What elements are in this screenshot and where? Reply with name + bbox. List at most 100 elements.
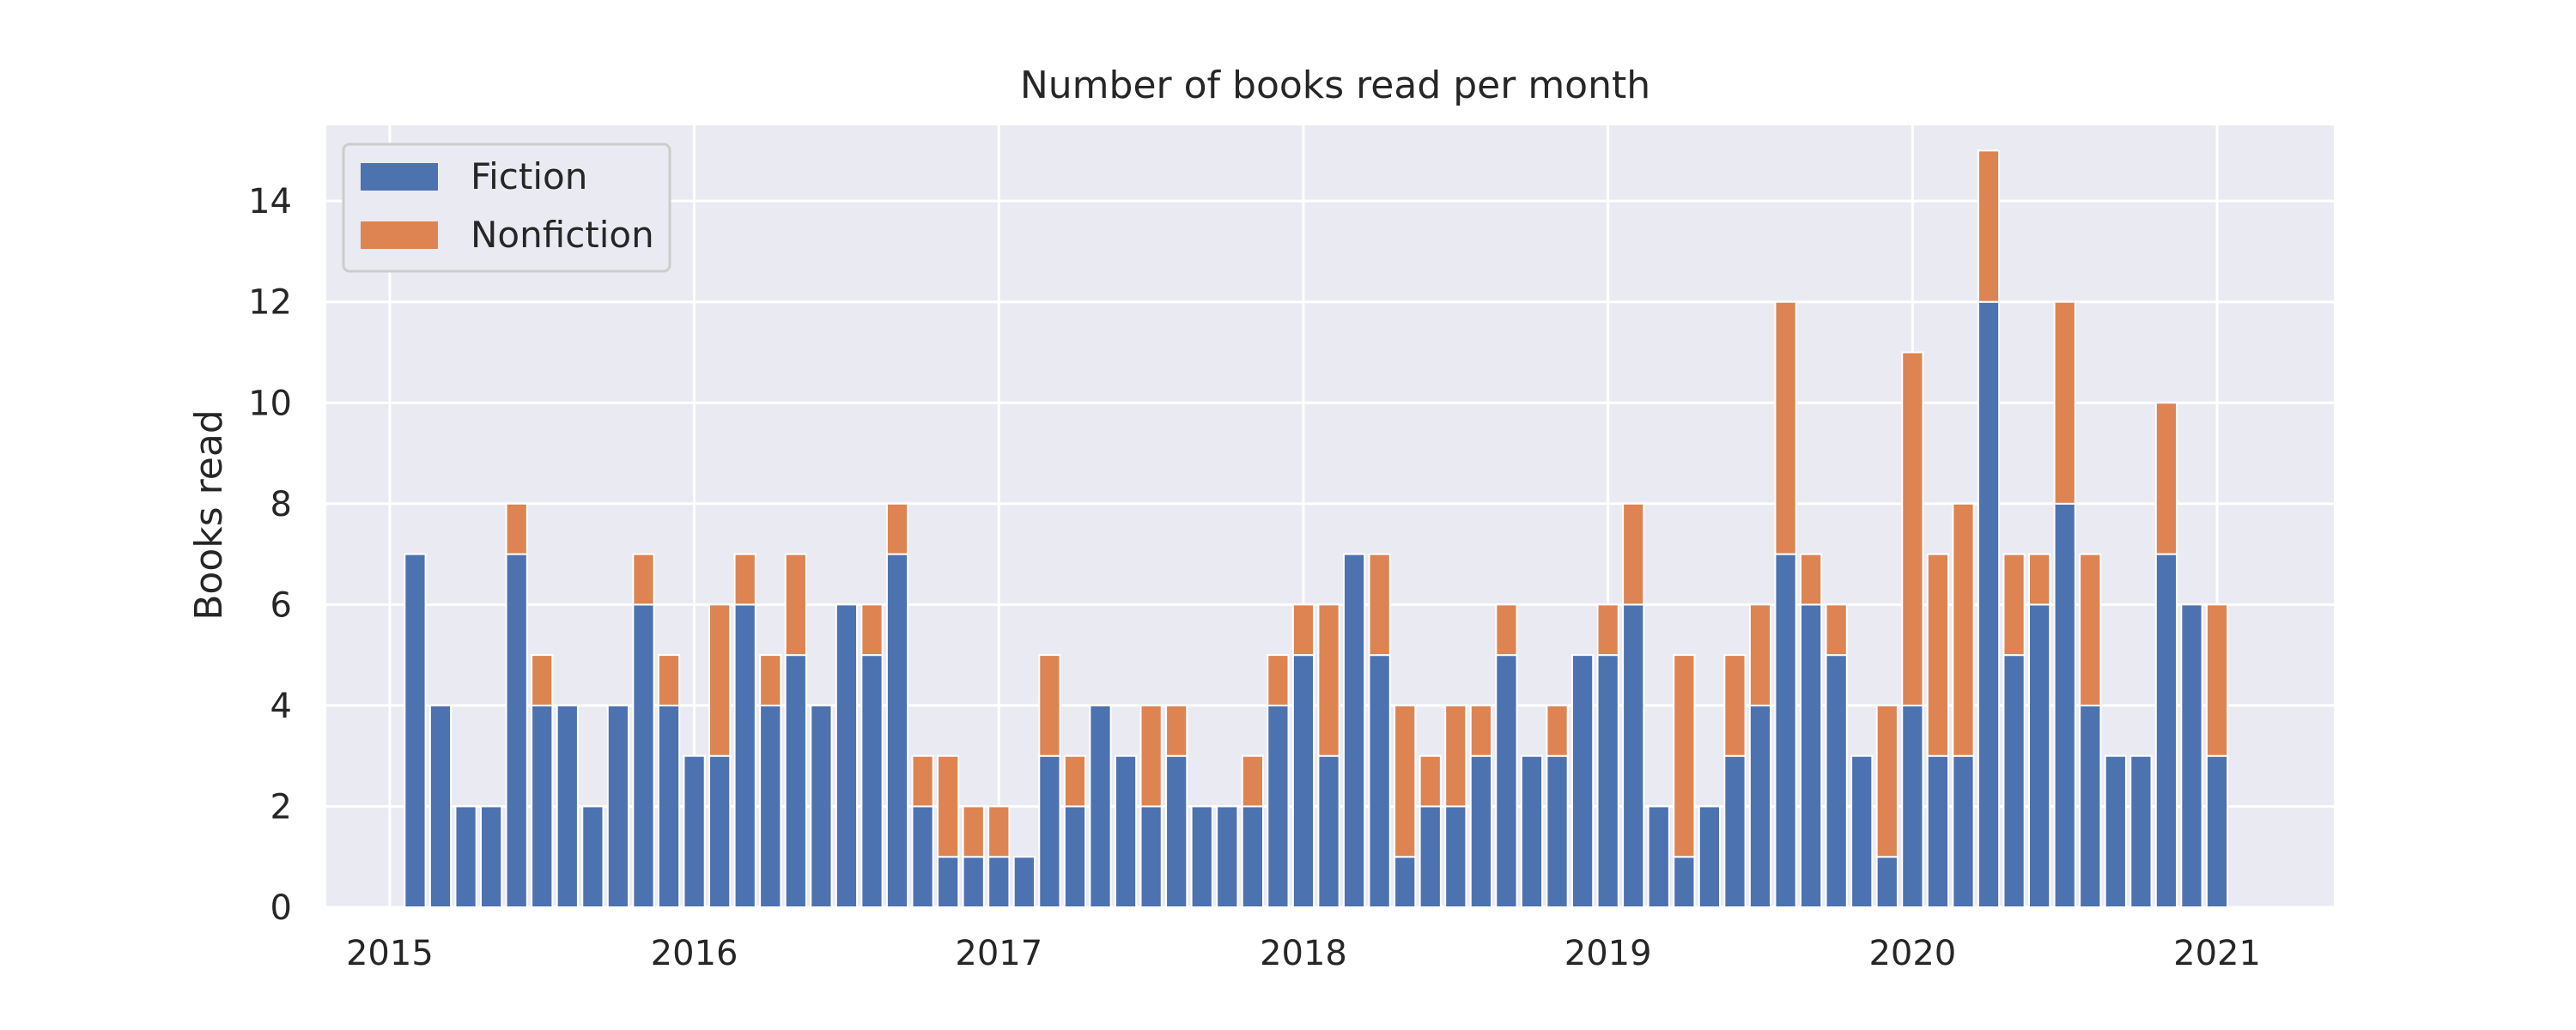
y-tick-label: 6 (270, 585, 292, 625)
bar-fiction (1241, 805, 1264, 908)
bar-nonfiction (1546, 704, 1569, 757)
legend: Fiction Nonfiction (342, 142, 671, 273)
x-tick-label: 2015 (346, 934, 434, 973)
bar-fiction (759, 704, 782, 908)
bar-nonfiction (1622, 502, 1645, 606)
bar-fiction (1748, 704, 1772, 908)
bar-fiction (581, 805, 605, 908)
bar-nonfiction (759, 654, 782, 706)
bar-fiction (1190, 805, 1213, 908)
bar-fiction (1317, 754, 1340, 909)
bar-fiction (1799, 603, 1823, 909)
bar-fiction (987, 856, 1011, 909)
bar-fiction (1723, 754, 1747, 909)
bar-nonfiction (2028, 553, 2051, 606)
bar-nonfiction (1063, 754, 1087, 808)
bar-nonfiction (1469, 704, 1492, 757)
bar-fiction (480, 805, 503, 908)
x-tick-label: 2020 (1868, 934, 1956, 973)
bar-fiction (1114, 754, 1138, 909)
bar-fiction (1216, 805, 1239, 908)
bar-nonfiction (1139, 704, 1163, 808)
bar-fiction (2180, 603, 2203, 909)
bar-nonfiction (2205, 603, 2229, 757)
bar-fiction (1952, 754, 1975, 909)
bar-nonfiction (1267, 654, 1290, 706)
legend-label-nonfiction: Nonfiction (471, 214, 654, 256)
y-tick-label: 0 (270, 888, 292, 928)
bar-fiction (531, 704, 554, 908)
bar-nonfiction (1875, 704, 1899, 858)
bar-fiction (2104, 754, 2127, 909)
bar-fiction (1520, 754, 1544, 909)
bar-nonfiction (1317, 603, 1340, 757)
bar-fiction (911, 805, 934, 908)
bar-fiction (962, 856, 985, 909)
bar-nonfiction (885, 502, 909, 555)
x-tick-label: 2016 (651, 934, 738, 973)
x-tick-label: 2019 (1564, 934, 1652, 973)
bar-fiction (1901, 704, 1924, 908)
bar-fiction (657, 704, 681, 908)
bar-fiction (835, 603, 859, 909)
bar-nonfiction (1774, 300, 1797, 555)
bar-nonfiction (1799, 553, 1823, 606)
bar-fiction (404, 553, 427, 908)
bar-nonfiction (2053, 300, 2076, 505)
bar-fiction (2053, 502, 2076, 908)
bar-fiction (2028, 603, 2051, 909)
bar-fiction (885, 553, 909, 908)
bar-nonfiction (1444, 704, 1467, 808)
bar-nonfiction (1901, 351, 1924, 706)
bar-nonfiction (1038, 654, 1061, 757)
bar-nonfiction (1723, 654, 1747, 757)
y-tick-label: 4 (270, 687, 292, 726)
bar-fiction (556, 704, 579, 908)
bar-fiction (428, 704, 453, 908)
bar-nonfiction (1291, 603, 1315, 657)
bar-fiction (1012, 856, 1036, 909)
bar-fiction (860, 654, 884, 908)
bar-fiction (708, 754, 732, 909)
bar-fiction (1038, 754, 1061, 909)
bar-nonfiction (1977, 149, 2001, 303)
bar-fiction (1267, 704, 1290, 908)
x-tick-label: 2021 (2173, 934, 2261, 973)
bar-fiction (1926, 754, 1950, 909)
y-tick-label: 14 (248, 182, 292, 221)
bar-nonfiction (987, 805, 1011, 858)
y-tick-label: 8 (270, 485, 292, 524)
bar-fiction (1647, 805, 1670, 908)
bar-fiction (1139, 805, 1163, 908)
bar-nonfiction (1241, 754, 1264, 808)
bar-fiction (1419, 805, 1442, 908)
bar-fiction (937, 856, 960, 909)
bar-fiction (1495, 654, 1518, 908)
bar-fiction (1850, 754, 1874, 909)
bar-fiction (1622, 603, 1645, 909)
chart-title: Number of books read per month (1020, 64, 1650, 107)
bar-fiction (505, 553, 528, 908)
bar-nonfiction (1673, 654, 1696, 858)
bar-fiction (2205, 754, 2229, 909)
x-tick-label: 2017 (955, 934, 1042, 973)
y-tick-label: 10 (248, 384, 292, 423)
y-tick-labels: 0 2 4 6 8 10 12 14 (248, 182, 292, 928)
bar-fiction (1394, 856, 1417, 909)
bars (404, 149, 2229, 909)
bar-nonfiction (1165, 704, 1188, 757)
bar-fiction (810, 704, 833, 908)
bar-nonfiction (1748, 603, 1772, 706)
bar-fiction (1089, 704, 1112, 908)
bar-fiction (683, 754, 706, 909)
bar-fiction (1698, 805, 1722, 908)
bar-nonfiction (505, 502, 528, 555)
bar-nonfiction (1368, 553, 1391, 657)
bar-nonfiction (860, 603, 884, 657)
bar-fiction (2129, 754, 2153, 909)
bar-fiction (1825, 654, 1848, 908)
bar-nonfiction (708, 603, 732, 757)
bar-fiction (1165, 754, 1188, 909)
bar-fiction (1875, 856, 1899, 909)
